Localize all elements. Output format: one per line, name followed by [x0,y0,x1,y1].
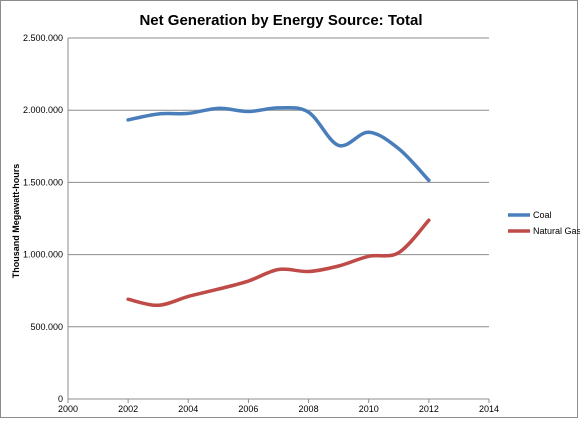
x-tick-label: 2000 [58,404,78,414]
legend-label-natural-gas: Natural Gas [533,226,580,236]
tick-labels: 0 500.000 1.000.000 1.500.000 2.000.000 2.500… [23,33,499,414]
x-tick-label: 2004 [178,404,198,414]
x-tick-label: 2010 [359,404,379,414]
y-axis-label: Thousand Megawatt-hours [11,164,21,279]
chart-title: Net Generation by Energy Source: Total [139,12,422,29]
series-line-natural-gas [126,218,431,308]
x-tick-label: 2012 [419,404,439,414]
y-tick-label: 500.000 [30,322,63,332]
legend: Coal Natural Gas [508,210,580,236]
x-tick-label: 2006 [238,404,258,414]
y-tick-label: 1.000.000 [23,250,63,260]
axes [67,38,490,403]
x-tick-label: 2002 [118,404,138,414]
series-lines [126,105,431,308]
x-tick-label: 2008 [299,404,319,414]
y-tick-label: 2.500.000 [23,33,63,43]
y-tick-label: 1.500.000 [23,177,63,187]
legend-label-coal: Coal [533,210,552,220]
gridlines [68,37,489,328]
y-tick-label: 0 [58,394,63,404]
x-tick-label: 2014 [479,404,499,414]
series-line-coal [126,105,431,183]
y-tick-label: 2.000.000 [23,105,63,115]
